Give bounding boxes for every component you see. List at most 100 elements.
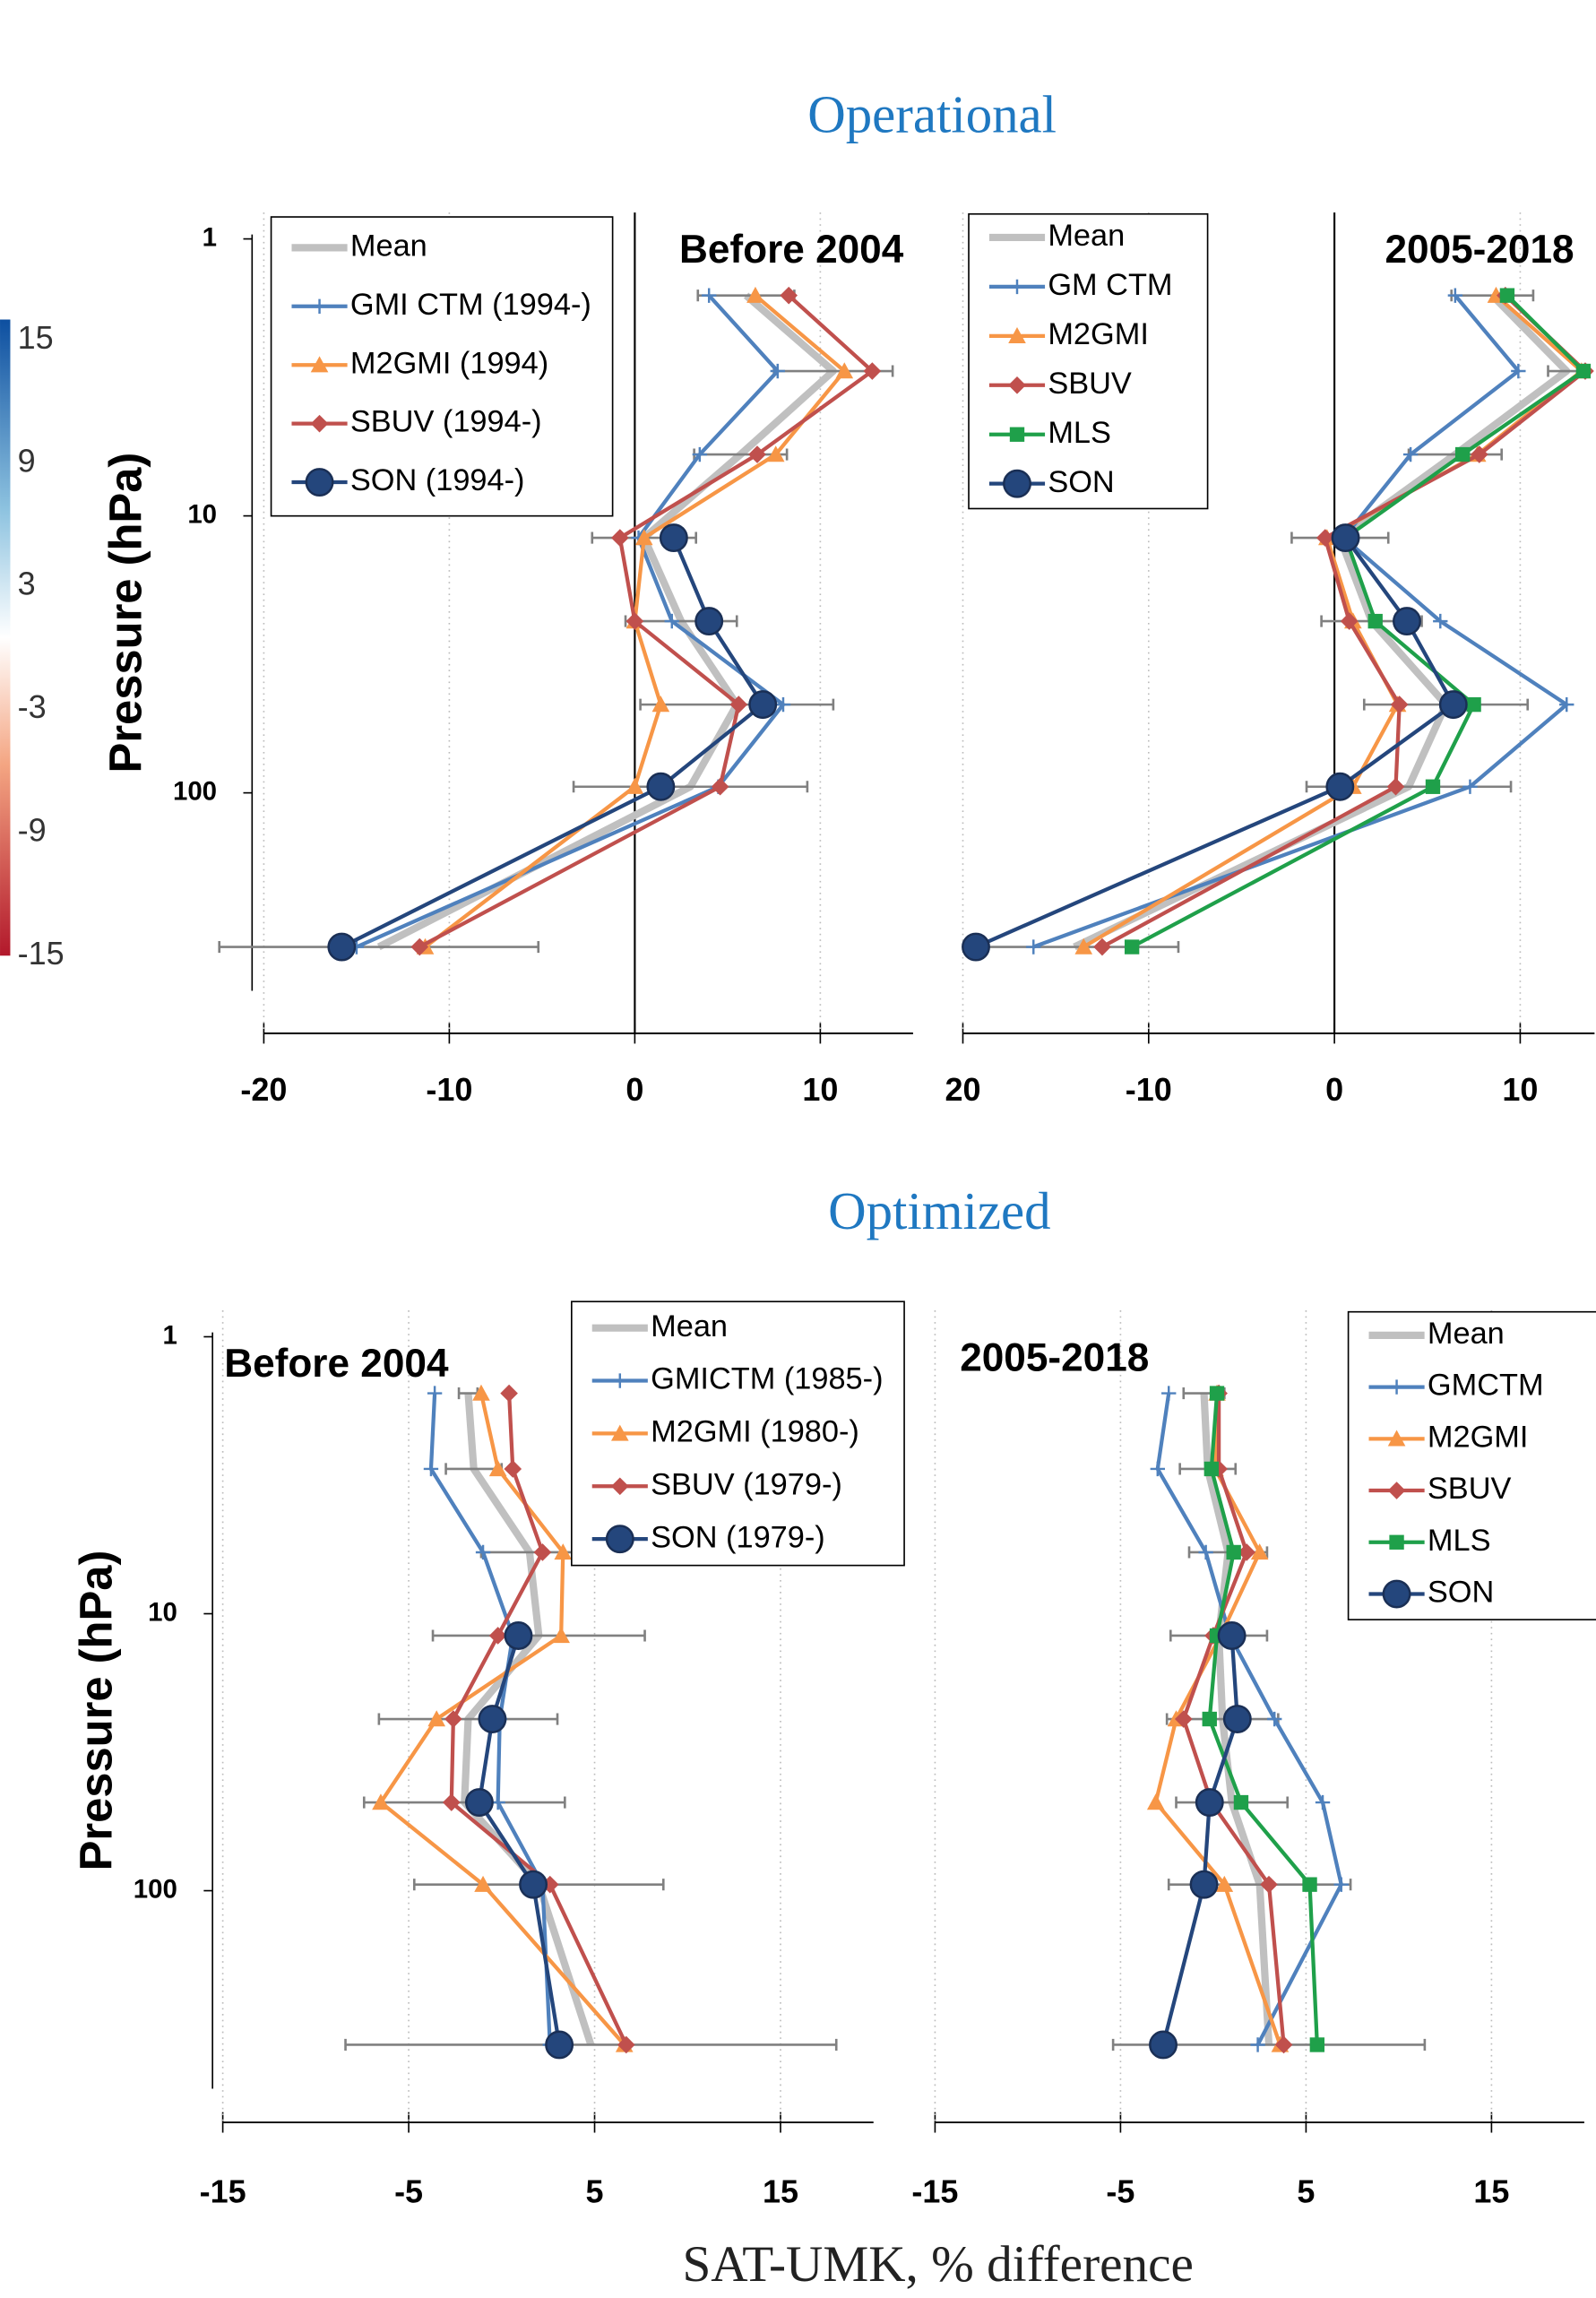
point: [863, 362, 882, 380]
x-tick-label: -15: [911, 2173, 958, 2210]
legend-marker: [1008, 376, 1026, 394]
point: [545, 2030, 574, 2060]
colorbar: [0, 319, 11, 956]
error-bar: [572, 781, 809, 793]
x-tick-label: 10: [802, 1071, 838, 1108]
error-bar: [218, 941, 540, 954]
point: [1559, 696, 1574, 713]
legend-label: M2GMI: [1428, 1420, 1529, 1454]
point: [1340, 612, 1359, 630]
point: [504, 1460, 522, 1478]
legend-label: MLS: [1428, 1524, 1491, 1558]
point: [1226, 1544, 1241, 1560]
legend-marker: [310, 356, 329, 373]
error-bar-line: [218, 941, 540, 954]
point: [962, 932, 990, 962]
point: [554, 1543, 573, 1560]
y-tick-label: 1: [163, 1320, 177, 1350]
point: [1325, 772, 1355, 801]
y-tick-label: 10: [148, 1597, 177, 1627]
point: [711, 777, 729, 796]
point: [1250, 2037, 1265, 2052]
legend-label: Mean: [1428, 1317, 1505, 1351]
point: [533, 1543, 552, 1561]
series-line: [1131, 294, 1586, 949]
x-tick-label: -5: [1106, 2173, 1134, 2210]
legend-marker: [1003, 469, 1031, 498]
point: [702, 288, 717, 303]
point: [1093, 937, 1111, 956]
point: [552, 1627, 570, 1644]
point: [500, 1384, 518, 1403]
mean-line: [1073, 292, 1571, 951]
error-bar: [1175, 1796, 1290, 1809]
series-line: [1160, 1635, 1239, 2045]
panel-title: Before 2004: [679, 228, 904, 272]
legend-label: GMCTM: [1428, 1369, 1544, 1403]
point: [1124, 939, 1140, 955]
point: [1466, 696, 1481, 713]
point: [442, 1793, 461, 1811]
error-bar-line: [362, 1796, 566, 1809]
x-tick-label: 0: [1325, 1071, 1343, 1108]
point: [694, 607, 724, 636]
legend-label: M2GMI (1980-): [651, 1415, 859, 1449]
point: [1267, 1711, 1282, 1727]
legend-marker: [1389, 1379, 1404, 1395]
x-tick-label: -20: [240, 1071, 287, 1108]
point: [1189, 1870, 1219, 1899]
point: [1233, 1794, 1249, 1810]
series-line: [424, 294, 847, 949]
point: [410, 937, 429, 956]
x-tick-label: -10: [1126, 1071, 1172, 1108]
point: [1454, 446, 1471, 462]
point: [634, 529, 653, 546]
legend-label: GMICTM (1985-): [651, 1362, 883, 1396]
series-line: [418, 294, 875, 949]
x-tick-label: -5: [394, 2173, 423, 2210]
legend-marker: [1382, 1579, 1411, 1609]
point: [692, 446, 708, 462]
y-axis-title: Pressure (hPa): [71, 1551, 122, 1871]
series-line: [1181, 1393, 1286, 2045]
point: [488, 1627, 507, 1645]
point: [472, 1384, 490, 1401]
legend-box: [968, 212, 1209, 510]
point: [664, 613, 679, 629]
section-title: Optimized: [828, 1182, 1050, 1240]
point: [1575, 363, 1592, 379]
point: [1074, 937, 1093, 955]
legend-marker: [605, 1525, 634, 1554]
point: [1215, 1875, 1234, 1892]
point: [1471, 445, 1488, 463]
x-tick-label: -10: [426, 1071, 472, 1108]
legend-label: M2GMI: [1048, 317, 1149, 351]
point: [775, 696, 791, 713]
point: [1333, 1877, 1349, 1892]
x-tick-label: 0: [625, 1071, 643, 1108]
legend-label: GM CTM: [1048, 268, 1172, 302]
legend-marker: [1009, 427, 1025, 442]
series-line: [356, 294, 786, 949]
x-tick-label: 5: [586, 2173, 604, 2210]
series-line: [378, 1393, 626, 2046]
point: [646, 772, 676, 801]
legend-marker: [312, 298, 327, 314]
legend-label: SBUV (1979-): [651, 1467, 842, 1501]
legend-label: SON: [1428, 1576, 1494, 1610]
point: [1302, 1877, 1317, 1892]
point: [478, 1705, 507, 1733]
point: [1149, 2030, 1178, 2060]
y-tick-label: 100: [173, 776, 217, 806]
point: [1202, 1711, 1217, 1727]
series-line: [341, 537, 765, 949]
point: [1150, 1461, 1165, 1477]
section-title: Operational: [807, 86, 1057, 144]
legend-label: Mean: [651, 1309, 728, 1343]
legend-marker: [612, 1373, 627, 1388]
legend-label: SON (1979-): [651, 1520, 825, 1554]
point: [625, 612, 644, 630]
point: [504, 1621, 533, 1650]
error-bar-line: [572, 781, 809, 793]
error-bar-line: [377, 1713, 559, 1725]
